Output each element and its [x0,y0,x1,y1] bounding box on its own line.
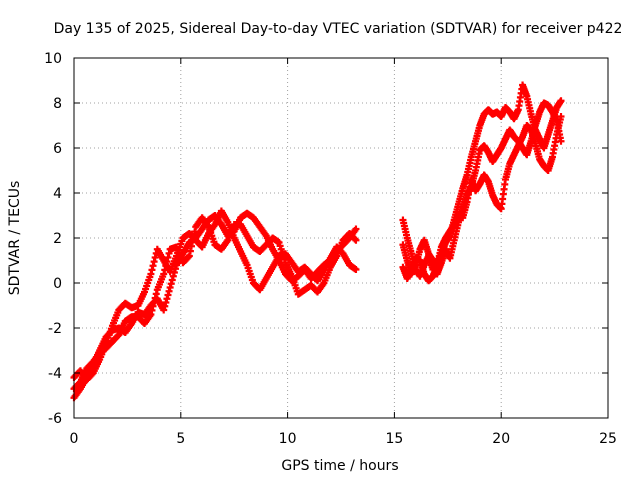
series-track-f [399,113,565,285]
x-tick-label: 25 [599,431,617,447]
data-point [557,113,565,120]
y-tick-label: -2 [48,321,62,337]
x-tick-label: 0 [70,431,79,447]
y-tick-label: 10 [44,51,62,67]
y-tick-label: -4 [48,366,62,382]
x-axis-label: GPS time / hours [281,458,398,474]
x-tick-labels: 0 5 10 15 20 25 [70,431,617,447]
data-point [352,236,360,244]
series-track-b [70,207,360,384]
x-tick-label: 20 [492,431,510,447]
x-tick-label: 10 [279,431,297,447]
y-tick-label: -6 [48,411,62,427]
y-tick-label: 6 [53,141,62,157]
y-tick-label: 4 [53,186,62,202]
data-series [70,81,565,402]
axis-ticks [73,57,609,419]
y-tick-label: 2 [53,231,62,247]
x-tick-label: 15 [385,431,403,447]
data-point [352,225,360,233]
y-tick-labels: -6 -4 -2 0 2 4 6 8 10 [44,51,62,427]
series-track-c [70,214,360,393]
y-axis-label: SDTVAR / TECUs [7,181,23,296]
x-tick-label: 5 [176,431,185,447]
chart-title: Day 135 of 2025, Sidereal Day-to-day VTE… [54,21,623,37]
data-point [352,266,360,273]
y-tick-label: 0 [53,276,62,292]
y-tick-label: 8 [53,96,62,112]
data-point [557,97,565,105]
